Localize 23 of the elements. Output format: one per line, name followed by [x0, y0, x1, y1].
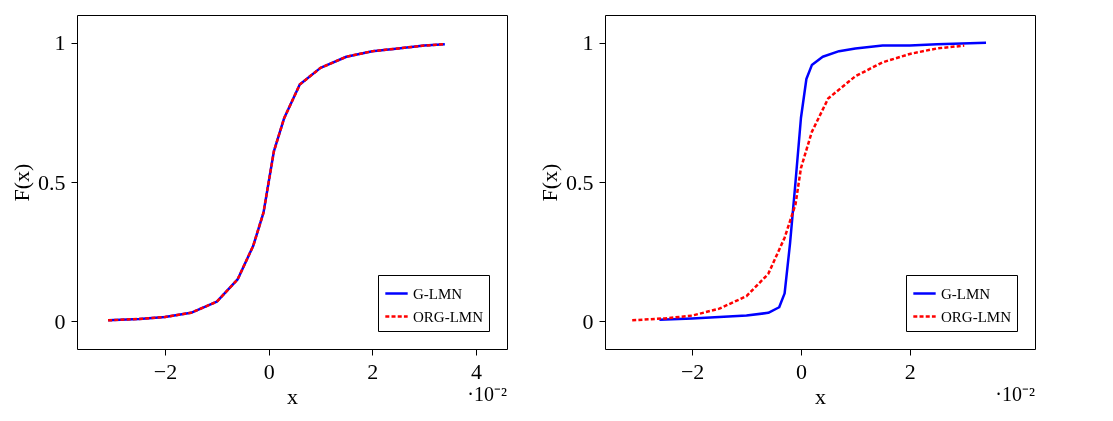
x-tick-label: 0	[263, 358, 275, 384]
y-axis-title: F(x)	[9, 163, 34, 202]
legend-label: ORG-LMN	[941, 308, 1012, 325]
text: ·10⁻²	[467, 383, 507, 405]
y-tick-label: 0	[582, 308, 594, 334]
y-axis-title: F(x)	[537, 163, 562, 202]
y-tick-label: 0.5	[38, 169, 66, 195]
x-tick-label: −2	[680, 358, 705, 384]
x-tick-label: 2	[904, 358, 916, 384]
x-tick-label: 4	[470, 358, 482, 384]
y-tick-label: 1	[54, 30, 66, 56]
text: ·10⁻²	[995, 383, 1035, 405]
legend-label: G-LMN	[941, 285, 991, 302]
y-tick-label: 0.5	[566, 169, 594, 195]
x-tick-label: −2	[153, 358, 178, 384]
y-tick-label: 1	[582, 30, 594, 56]
x-axis-title: x	[815, 383, 826, 409]
legend-label: G-LMN	[413, 285, 463, 302]
y-tick-label: 0	[54, 308, 66, 334]
legend-label: ORG-LMN	[413, 308, 484, 325]
x-tick-label: 2	[367, 358, 379, 384]
x-axis-title: x	[287, 383, 298, 409]
x-tick-label: 0	[795, 358, 807, 384]
